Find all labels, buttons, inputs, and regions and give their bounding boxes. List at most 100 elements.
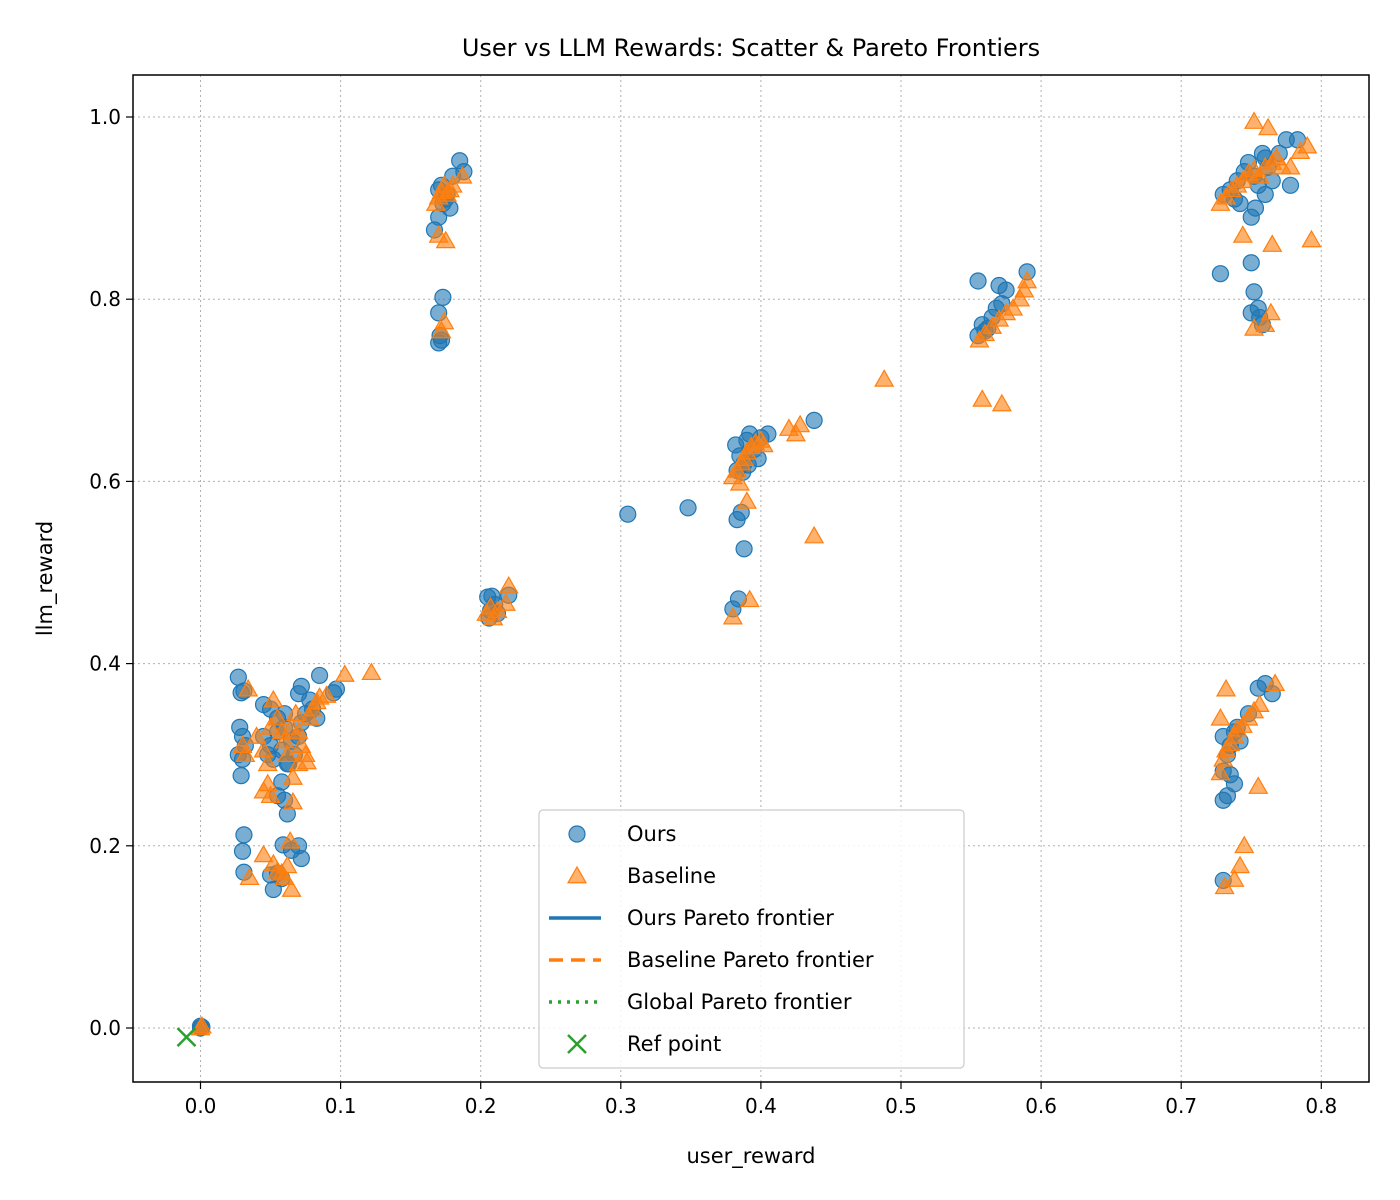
- baseline-point: [1014, 279, 1035, 298]
- baseline-point: [277, 744, 298, 763]
- baseline-point: [1244, 111, 1265, 129]
- ours-point: [292, 849, 310, 868]
- y-tick-label: 0.2: [89, 834, 121, 858]
- baseline-point: [274, 730, 295, 749]
- ours-point: [1281, 176, 1300, 194]
- legend-label: Ours: [627, 822, 676, 846]
- baseline-point: [1010, 288, 1031, 307]
- baseline-point: [267, 708, 288, 726]
- baseline-point: [1230, 855, 1251, 874]
- legend-ours-marker: [568, 825, 586, 843]
- baseline-point: [299, 708, 320, 726]
- x-axis-ticks: 0.0 0.1 0.2 0.3 0.4 0.5 0.6 0.7 0.8: [185, 1082, 1337, 1118]
- legend-entry: Ref point: [567, 1032, 721, 1056]
- baseline-point: [1262, 234, 1283, 252]
- baseline-point: [1249, 694, 1270, 712]
- baseline-point: [280, 831, 301, 849]
- baseline-point: [874, 369, 895, 387]
- x-tick-label: 0.6: [1025, 1094, 1057, 1118]
- baseline-point: [1255, 314, 1276, 333]
- baseline-point: [1234, 835, 1255, 854]
- baseline-point: [991, 393, 1012, 412]
- baseline-point: [288, 721, 309, 740]
- ours-point: [310, 666, 329, 685]
- baseline-point: [260, 785, 281, 804]
- baseline-point: [238, 678, 259, 697]
- baseline-point: [235, 744, 256, 763]
- baseline-point: [1258, 117, 1279, 136]
- baseline-point: [1301, 229, 1322, 248]
- baseline-point: [804, 525, 825, 544]
- legend-entry: Ours: [568, 822, 676, 846]
- baseline-point: [1210, 708, 1231, 726]
- legend-ref-marker: [567, 1034, 587, 1054]
- x-tick-label: 0.1: [325, 1094, 357, 1118]
- baseline-point: [736, 491, 757, 509]
- y-tick-label: 0.4: [89, 652, 121, 676]
- x-tick-label: 0.5: [885, 1094, 917, 1118]
- baseline-point: [285, 703, 306, 722]
- baseline-point: [253, 844, 274, 863]
- baseline-point: [1003, 298, 1024, 316]
- baseline-point: [972, 389, 993, 407]
- y-axis-ticks: 0.0 0.2 0.4 0.6 0.8 1.0: [89, 105, 133, 1040]
- x-tick-label: 0.8: [1305, 1094, 1337, 1118]
- ours-point: [735, 540, 753, 558]
- baseline-point: [1265, 673, 1286, 691]
- y-tick-label: 1.0: [89, 105, 121, 129]
- baseline-point: [274, 867, 295, 886]
- x-tick-label: 0.2: [465, 1094, 497, 1118]
- legend-entry: Global Pareto frontier: [549, 990, 852, 1014]
- ours-point: [1242, 254, 1260, 272]
- baseline-point: [1280, 156, 1301, 175]
- baseline-point: [253, 739, 274, 758]
- legend-label: Ref point: [627, 1032, 721, 1056]
- legend-entry: Ours Pareto frontier: [549, 906, 834, 930]
- x-tick-label: 0.3: [605, 1094, 637, 1118]
- legend-entry: Baseline: [566, 864, 716, 888]
- legend-label: Baseline Pareto frontier: [627, 948, 874, 972]
- ours-point: [1211, 265, 1230, 283]
- baseline-point: [729, 473, 750, 491]
- baseline-point: [431, 320, 452, 339]
- baseline-point: [263, 689, 284, 708]
- ours-point: [619, 505, 637, 523]
- x-tick-label: 0.7: [1165, 1094, 1197, 1118]
- baseline-point: [282, 767, 303, 785]
- baseline-point: [435, 230, 456, 249]
- baseline-point: [191, 1015, 212, 1034]
- legend: Ours Baseline Ours Pareto frontier Baseline…: [538, 809, 965, 1069]
- baseline-point: [1213, 749, 1234, 767]
- data-points: [176, 111, 1322, 1047]
- legend-baseline-marker: [566, 865, 588, 884]
- baseline-point: [442, 175, 463, 193]
- x-tick-label: 0.0: [185, 1094, 217, 1118]
- baseline-point: [361, 662, 382, 681]
- baseline-point: [1249, 166, 1270, 184]
- baseline-point: [1017, 270, 1038, 289]
- x-tick-label: 0.4: [745, 1094, 777, 1118]
- ours-point: [1256, 185, 1274, 204]
- ours-point: [1246, 199, 1265, 217]
- baseline-point: [785, 423, 806, 442]
- baseline-point: [277, 855, 298, 874]
- plot-frame: [132, 74, 1370, 1083]
- legend-box: [538, 809, 965, 1069]
- baseline-point: [239, 867, 260, 886]
- baseline-point: [257, 753, 278, 772]
- baseline-point: [1215, 678, 1237, 697]
- baseline-point: [498, 575, 519, 594]
- baseline-point: [1232, 225, 1253, 243]
- ours-point: [1245, 283, 1263, 301]
- x-axis-label: user_reward: [686, 1144, 815, 1169]
- baseline-point: [316, 685, 337, 703]
- baseline-point: [246, 726, 267, 744]
- baseline-point: [281, 879, 302, 897]
- y-tick-label: 0.8: [89, 287, 121, 311]
- ours-point: [235, 826, 253, 844]
- baseline-point: [722, 606, 743, 625]
- baseline-point: [1260, 302, 1281, 321]
- baseline-point: [1214, 876, 1235, 895]
- baseline-point: [495, 593, 516, 611]
